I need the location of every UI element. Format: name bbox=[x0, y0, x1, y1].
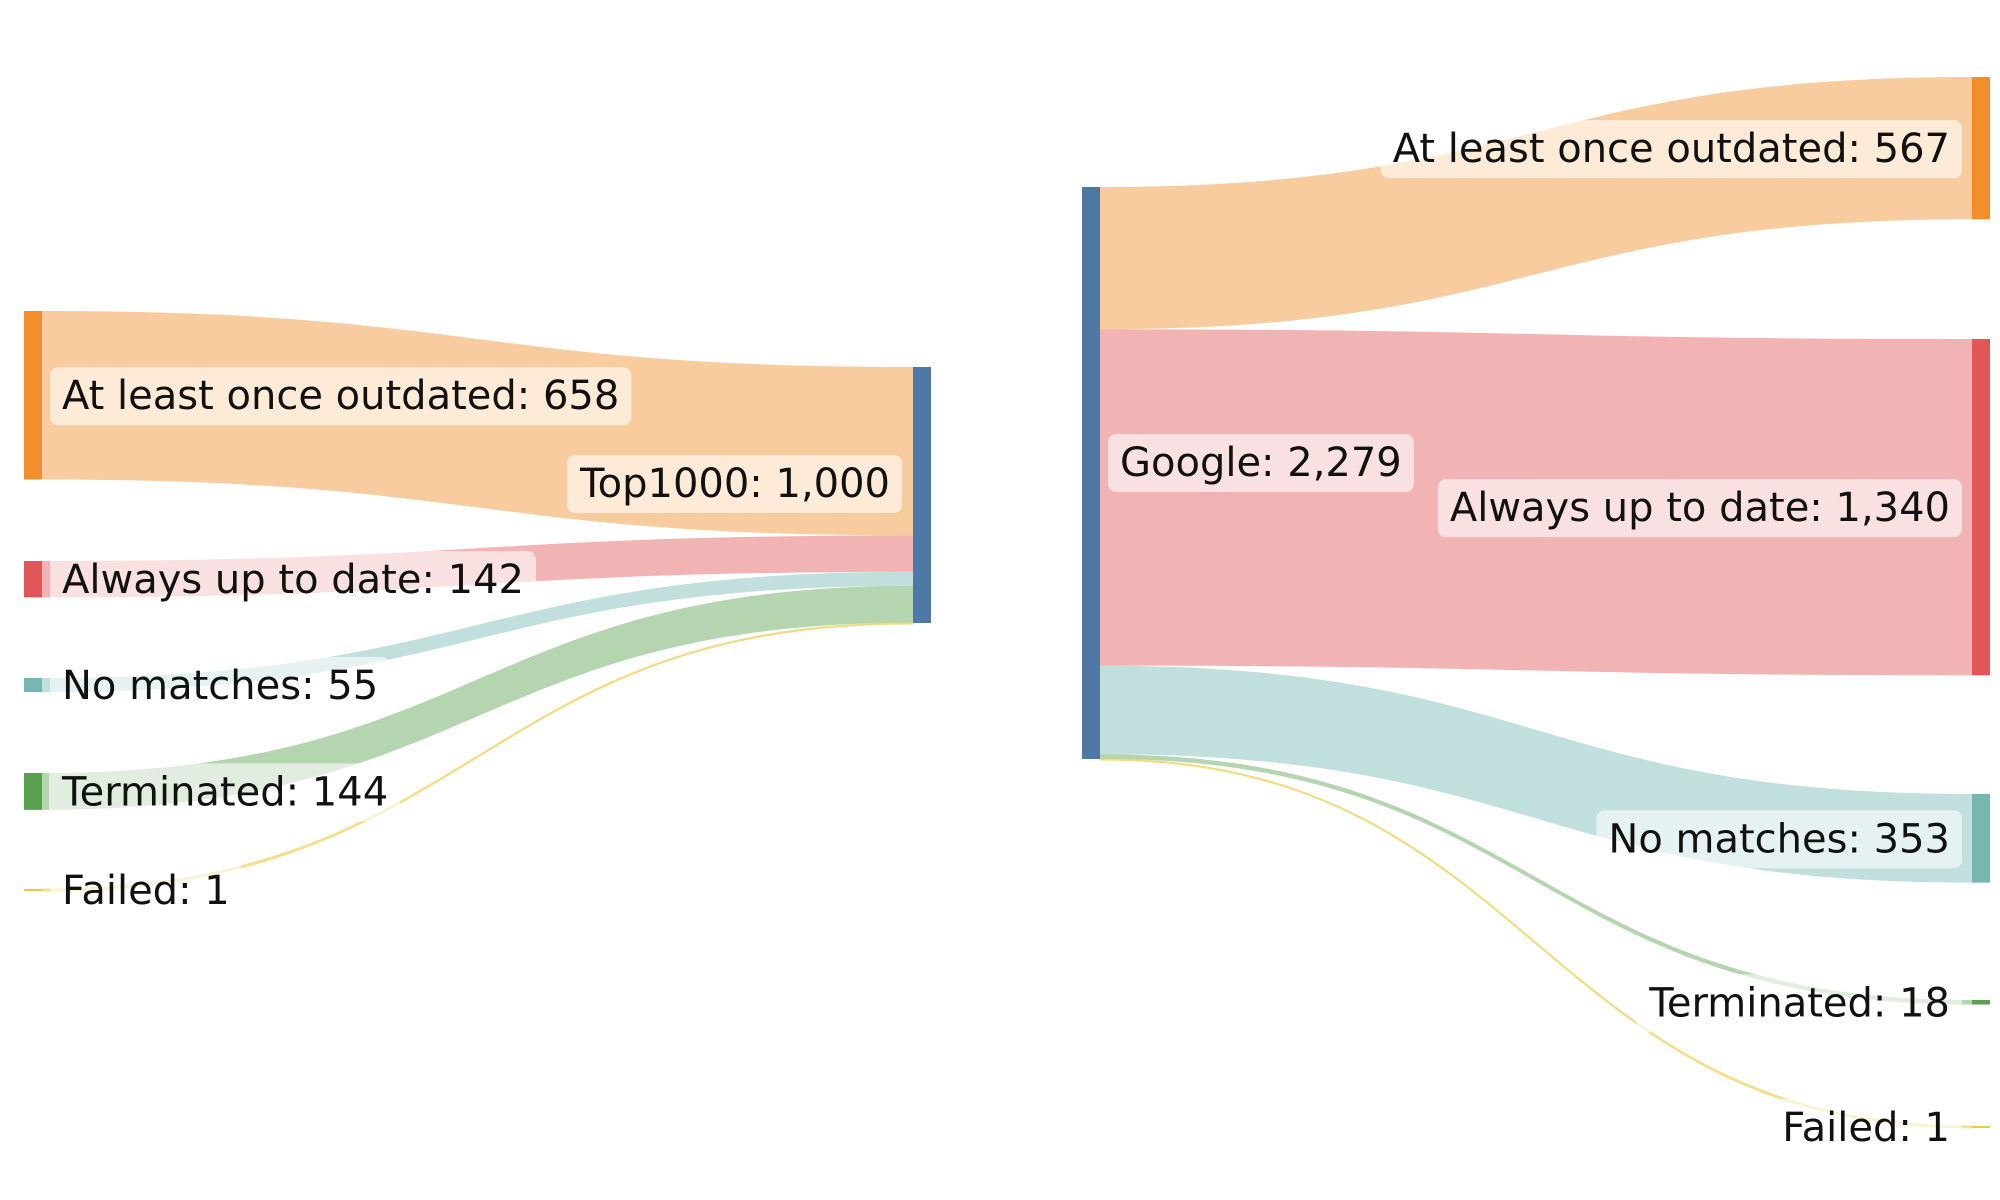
svg-text:Always up to date: 1,340: Always up to date: 1,340 bbox=[1450, 485, 1950, 531]
label-top1000-nomatch: No matches: 55 bbox=[50, 657, 391, 716]
sankey-google: At least once outdated: 567 Always up to… bbox=[1082, 77, 1990, 1157]
label-google-nomatch: No matches: 353 bbox=[1596, 810, 1962, 869]
svg-text:At least once outdated: 658: At least once outdated: 658 bbox=[62, 373, 619, 419]
labels: At least once outdated: 658 Always up to… bbox=[49, 367, 902, 920]
svg-text:No matches: 55: No matches: 55 bbox=[62, 663, 378, 709]
svg-text:Always up to date: 142: Always up to date: 142 bbox=[62, 557, 524, 603]
label-top1000-failed: Failed: 1 bbox=[50, 862, 242, 920]
svg-text:Failed: 1: Failed: 1 bbox=[1782, 1105, 1950, 1151]
node-top1000-nomatch bbox=[24, 678, 42, 693]
label-google-uptodate: Always up to date: 1,340 bbox=[1437, 479, 1962, 538]
flow-google-terminated bbox=[1100, 754, 1972, 1005]
nodes bbox=[24, 311, 931, 891]
svg-text:Terminated: 18: Terminated: 18 bbox=[1648, 980, 1950, 1026]
svg-text:Google: 2,279: Google: 2,279 bbox=[1120, 440, 1402, 486]
svg-text:No matches: 353: No matches: 353 bbox=[1608, 816, 1950, 862]
sankey-top1000: At least once outdated: 658 Always up to… bbox=[24, 311, 931, 920]
flow-google-outdated bbox=[1100, 77, 1972, 330]
node-google-failed bbox=[1972, 1126, 1990, 1128]
labels: At least once outdated: 567 Always up to… bbox=[1108, 120, 1962, 1157]
nodes bbox=[1082, 77, 1990, 1128]
node-google-uptodate bbox=[1972, 339, 1990, 676]
flow-top1000-terminated bbox=[42, 585, 913, 810]
label-google-failed: Failed: 1 bbox=[1770, 1099, 1962, 1157]
label-top1000-source: Top1000: 1,000 bbox=[567, 455, 902, 513]
node-top1000-source bbox=[913, 367, 931, 623]
node-top1000-uptodate bbox=[24, 561, 42, 598]
label-top1000-uptodate: Always up to date: 142 bbox=[50, 551, 536, 610]
label-top1000-terminated: Terminated: 144 bbox=[49, 763, 401, 822]
node-top1000-outdated bbox=[24, 311, 42, 480]
flows bbox=[1099, 77, 1973, 1129]
label-google-source: Google: 2,279 bbox=[1108, 434, 1414, 492]
node-google-nomatch bbox=[1972, 794, 1990, 883]
node-top1000-failed bbox=[24, 889, 42, 891]
svg-text:Failed: 1: Failed: 1 bbox=[62, 868, 230, 914]
node-google-source bbox=[1082, 187, 1100, 759]
node-google-outdated bbox=[1972, 77, 1990, 220]
svg-text:Terminated: 144: Terminated: 144 bbox=[61, 769, 388, 815]
node-google-terminated bbox=[1972, 1000, 1990, 1005]
label-top1000-outdated: At least once outdated: 658 bbox=[50, 367, 632, 426]
svg-text:Top1000: 1,000: Top1000: 1,000 bbox=[579, 461, 890, 507]
label-google-outdated: At least once outdated: 567 bbox=[1380, 120, 1962, 179]
label-google-terminated: Terminated: 18 bbox=[1636, 974, 1962, 1033]
svg-text:At least once outdated: 567: At least once outdated: 567 bbox=[1393, 126, 1950, 172]
node-top1000-terminated bbox=[24, 773, 42, 810]
flow-top1000-nomatch bbox=[42, 571, 913, 693]
